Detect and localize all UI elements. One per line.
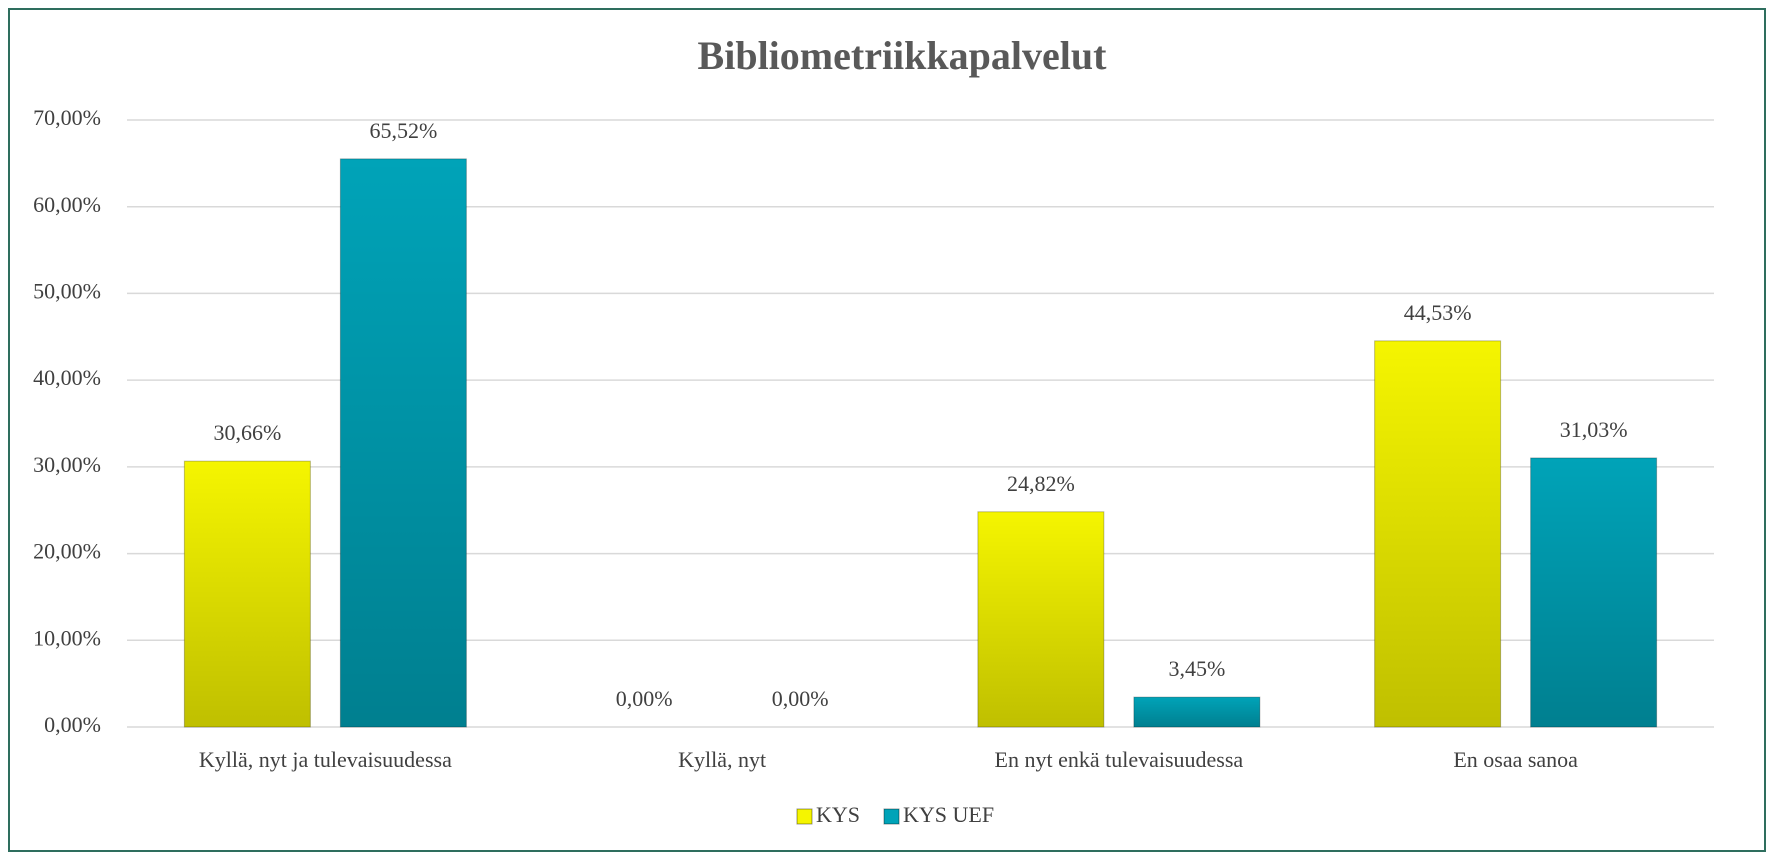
data-label: 0,00% bbox=[772, 686, 829, 711]
x-tick-label: En nyt enkä tulevaisuudessa bbox=[995, 747, 1244, 772]
data-label: 30,66% bbox=[213, 420, 281, 445]
legend-label: KYS bbox=[816, 802, 860, 827]
bar bbox=[183, 460, 311, 728]
data-label: 3,45% bbox=[1168, 656, 1225, 681]
y-tick-label: 50,00% bbox=[33, 278, 101, 303]
bar bbox=[1530, 457, 1658, 728]
legend-swatch bbox=[883, 808, 900, 825]
data-label: 24,82% bbox=[1007, 471, 1075, 496]
y-tick-label: 10,00% bbox=[33, 625, 101, 650]
y-tick-label: 70,00% bbox=[33, 105, 101, 130]
bar bbox=[1374, 340, 1502, 728]
legend-label: KYS UEF bbox=[903, 802, 994, 827]
chart-frame bbox=[8, 8, 1766, 852]
chart-title: Bibliometriikkapalvelut bbox=[698, 33, 1108, 78]
data-label: 0,00% bbox=[616, 686, 673, 711]
bar bbox=[977, 511, 1105, 728]
y-tick-label: 20,00% bbox=[33, 539, 101, 564]
y-tick-label: 40,00% bbox=[33, 365, 101, 390]
y-tick-label: 30,00% bbox=[33, 452, 101, 477]
data-label: 65,52% bbox=[369, 118, 437, 143]
data-label: 44,53% bbox=[1404, 300, 1472, 325]
bar bbox=[339, 158, 467, 728]
bar bbox=[1133, 696, 1261, 728]
x-tick-label: Kyllä, nyt bbox=[678, 747, 766, 772]
y-tick-label: 60,00% bbox=[33, 192, 101, 217]
x-tick-label: En osaa sanoa bbox=[1453, 747, 1578, 772]
data-label: 31,03% bbox=[1560, 417, 1628, 442]
y-tick-label: 0,00% bbox=[44, 712, 101, 737]
x-tick-label: Kyllä, nyt ja tulevaisuudessa bbox=[199, 747, 452, 772]
legend-swatch bbox=[796, 808, 813, 825]
